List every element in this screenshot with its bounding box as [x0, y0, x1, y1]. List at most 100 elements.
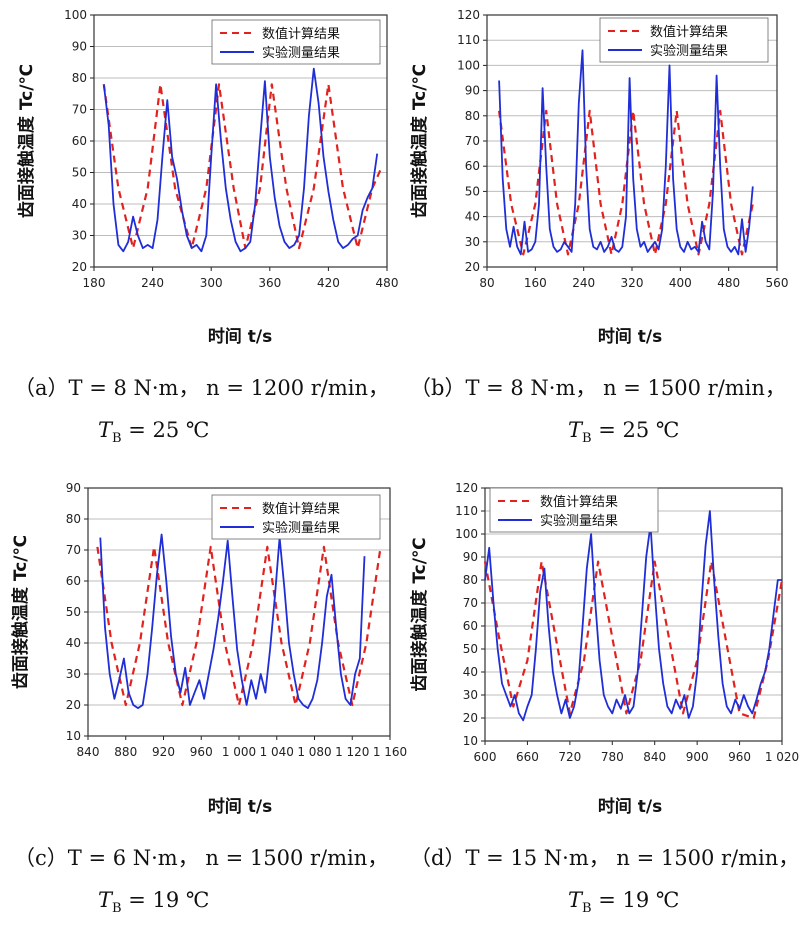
y-tick-label: 80	[66, 512, 81, 526]
y-axis-label: 齿面接触温度 Tc/℃	[409, 64, 430, 218]
x-tick-label: 1 120	[335, 745, 369, 759]
y-tick-label: 110	[457, 33, 480, 47]
x-tick-label: 480	[376, 276, 399, 290]
caption-d-symbol: T	[568, 888, 583, 912]
y-tick-label: 20	[72, 260, 87, 274]
x-tick-label: 780	[601, 750, 624, 764]
caption-d-subscript: B	[582, 901, 592, 916]
y-tick-label: 20	[465, 260, 480, 274]
y-tick-label: 90	[66, 481, 81, 495]
y-tick-label: 60	[72, 134, 87, 148]
x-tick-label: 320	[621, 276, 644, 290]
caption-b-line1: （b）T = 8 N·m， n = 1500 r/min，	[410, 376, 786, 400]
legend-label: 实验测量结果	[540, 513, 618, 529]
y-tick-label: 60	[465, 159, 480, 173]
y-tick-label: 90	[72, 40, 87, 54]
caption-d-value: = 19 ℃	[591, 888, 680, 912]
chart-panel-d: 10 20 30 40 50 60 70 80 90 100 110 120 600 660 720 780 8…	[409, 481, 799, 817]
y-tick-label: 90	[465, 84, 480, 98]
chart-panel-b: 20 30 40 50 60 70 80 90 100 110 120 80 160 240 320 400 4…	[409, 8, 788, 347]
y-tick-label: 60	[463, 619, 478, 633]
x-tick-label: 840	[77, 745, 100, 759]
y-tick-label: 30	[463, 688, 478, 702]
y-tick-label: 90	[463, 550, 478, 564]
x-tick-label: 80	[479, 276, 494, 290]
x-tick-label: 400	[669, 276, 692, 290]
caption-c-subscript: B	[112, 901, 122, 916]
x-axis-label: 时间 t/s	[598, 796, 662, 817]
caption-c-value: = 19 ℃	[121, 888, 210, 912]
series-line-calculated	[483, 560, 784, 720]
x-tick-label: 180	[83, 276, 106, 290]
x-tick-label: 240	[572, 276, 595, 290]
legend-box	[211, 19, 381, 65]
series-line-measured	[102, 67, 379, 253]
y-tick-label: 40	[72, 197, 87, 211]
y-tick-label: 50	[463, 642, 478, 656]
legend-label: 数值计算结果	[540, 494, 618, 510]
caption-a-line1: （a）T = 8 N·m， n = 1200 r/min，	[14, 376, 390, 400]
x-tick-label: 420	[317, 276, 340, 290]
legend-label: 数值计算结果	[262, 26, 340, 42]
series-line-measured	[99, 533, 366, 709]
y-tick-label: 50	[465, 184, 480, 198]
caption-a-subscript: B	[112, 431, 122, 446]
y-tick-label: 80	[463, 573, 478, 587]
y-tick-label: 50	[72, 166, 87, 180]
y-tick-label: 100	[64, 8, 87, 22]
y-tick-label: 10	[463, 734, 478, 748]
x-tick-label: 600	[474, 750, 497, 764]
legend-label: 数值计算结果	[262, 501, 340, 517]
x-tick-label: 900	[686, 750, 709, 764]
plot-frame	[486, 14, 778, 268]
x-tick-label: 160	[524, 276, 547, 290]
legend-label: 实验测量结果	[650, 43, 728, 59]
y-tick-label: 50	[66, 605, 81, 619]
x-tick-label: 560	[766, 276, 789, 290]
x-tick-label: 720	[558, 750, 581, 764]
x-tick-label: 660	[516, 750, 539, 764]
x-tick-label: 1 040	[260, 745, 294, 759]
plot-frame	[87, 487, 391, 737]
caption-c-line2: TB = 19 ℃	[98, 888, 209, 916]
caption-b-subscript: B	[582, 431, 592, 446]
x-tick-label: 360	[258, 276, 281, 290]
y-tick-label: 100	[457, 58, 480, 72]
y-tick-label: 70	[465, 134, 480, 148]
legend-box	[211, 494, 381, 540]
y-axis-label: 齿面接触温度 Tc/℃	[16, 64, 37, 218]
caption-d-line2: TB = 19 ℃	[568, 888, 679, 916]
y-tick-label: 20	[66, 698, 81, 712]
x-tick-label: 240	[141, 276, 164, 290]
y-tick-label: 110	[455, 504, 478, 518]
y-tick-label: 20	[463, 711, 478, 725]
legend-box	[599, 17, 769, 63]
series-line-calculated	[96, 545, 382, 707]
x-tick-label: 960	[728, 750, 751, 764]
series-line-measured	[484, 510, 782, 722]
y-tick-label: 30	[72, 229, 87, 243]
x-tick-label: 1 160	[373, 745, 407, 759]
y-tick-label: 80	[72, 71, 87, 85]
caption-b-value: = 25 ℃	[591, 418, 680, 442]
y-axis-label: 齿面接触温度 Tc/℃	[409, 537, 430, 691]
x-tick-label: 840	[643, 750, 666, 764]
caption-c-symbol: T	[98, 888, 113, 912]
plot-frame	[93, 14, 388, 268]
x-tick-label: 480	[717, 276, 740, 290]
y-tick-label: 40	[465, 210, 480, 224]
x-axis-label: 时间 t/s	[598, 326, 662, 347]
caption-b-line2: TB = 25 ℃	[568, 418, 679, 446]
x-tick-label: 880	[114, 745, 137, 759]
caption-a-symbol: T	[98, 418, 113, 442]
caption-b-symbol: T	[568, 418, 583, 442]
y-tick-label: 120	[457, 8, 480, 22]
legend-label: 实验测量结果	[262, 520, 340, 536]
y-tick-label: 40	[463, 665, 478, 679]
legend-label: 数值计算结果	[650, 24, 728, 40]
x-axis-label: 时间 t/s	[208, 326, 272, 347]
y-tick-label: 70	[66, 543, 81, 557]
